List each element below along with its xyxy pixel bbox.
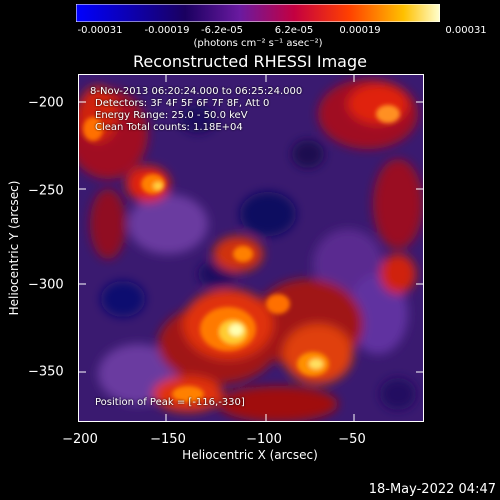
x-tick-label: −200 bbox=[62, 432, 98, 447]
x-tick-label: −150 bbox=[150, 432, 186, 447]
x-tick-label: −100 bbox=[246, 432, 282, 447]
rhessi-image bbox=[78, 74, 424, 422]
colorbar bbox=[76, 4, 440, 22]
x-tick-label: −50 bbox=[338, 432, 366, 447]
colorbar-tick: -0.00031 bbox=[77, 25, 123, 36]
y-tick-label: −300 bbox=[28, 277, 64, 293]
colorbar-units: (photons cm⁻² s⁻¹ asec⁻²) bbox=[193, 38, 323, 49]
plot-title: Reconstructed RHESSI Image bbox=[133, 52, 367, 71]
y-tick-label: −200 bbox=[28, 95, 64, 111]
colorbar-tick: -0.00019 bbox=[144, 25, 190, 36]
timestamp: 18-May-2022 04:47 bbox=[368, 482, 496, 497]
colorbar-tick: 0.00031 bbox=[445, 25, 487, 36]
annotation-peak-position: Position of Peak = [-116,-330] bbox=[95, 397, 245, 408]
annotation-time-range: 8-Nov-2013 06:20:24.000 to 06:25:24.000 bbox=[90, 86, 303, 97]
annotation-method-counts: Clean Total counts: 1.18E+04 bbox=[95, 122, 243, 133]
annotation-energy-range: Energy Range: 25.0 - 50.0 keV bbox=[95, 110, 248, 121]
annotation-detectors: Detectors: 3F 4F 5F 6F 7F 8F, Att 0 bbox=[95, 98, 270, 109]
y-tick-label: −250 bbox=[28, 183, 64, 199]
colorbar-tick: 6.2e-05 bbox=[274, 25, 314, 36]
y-axis-label: Heliocentric Y (arcsec) bbox=[7, 180, 21, 316]
y-tick-label: −350 bbox=[28, 364, 64, 380]
colorbar-tick: -6.2e-05 bbox=[201, 25, 243, 36]
colorbar-tick: 0.00019 bbox=[339, 25, 381, 36]
x-axis-label: Heliocentric X (arcsec) bbox=[182, 448, 318, 462]
